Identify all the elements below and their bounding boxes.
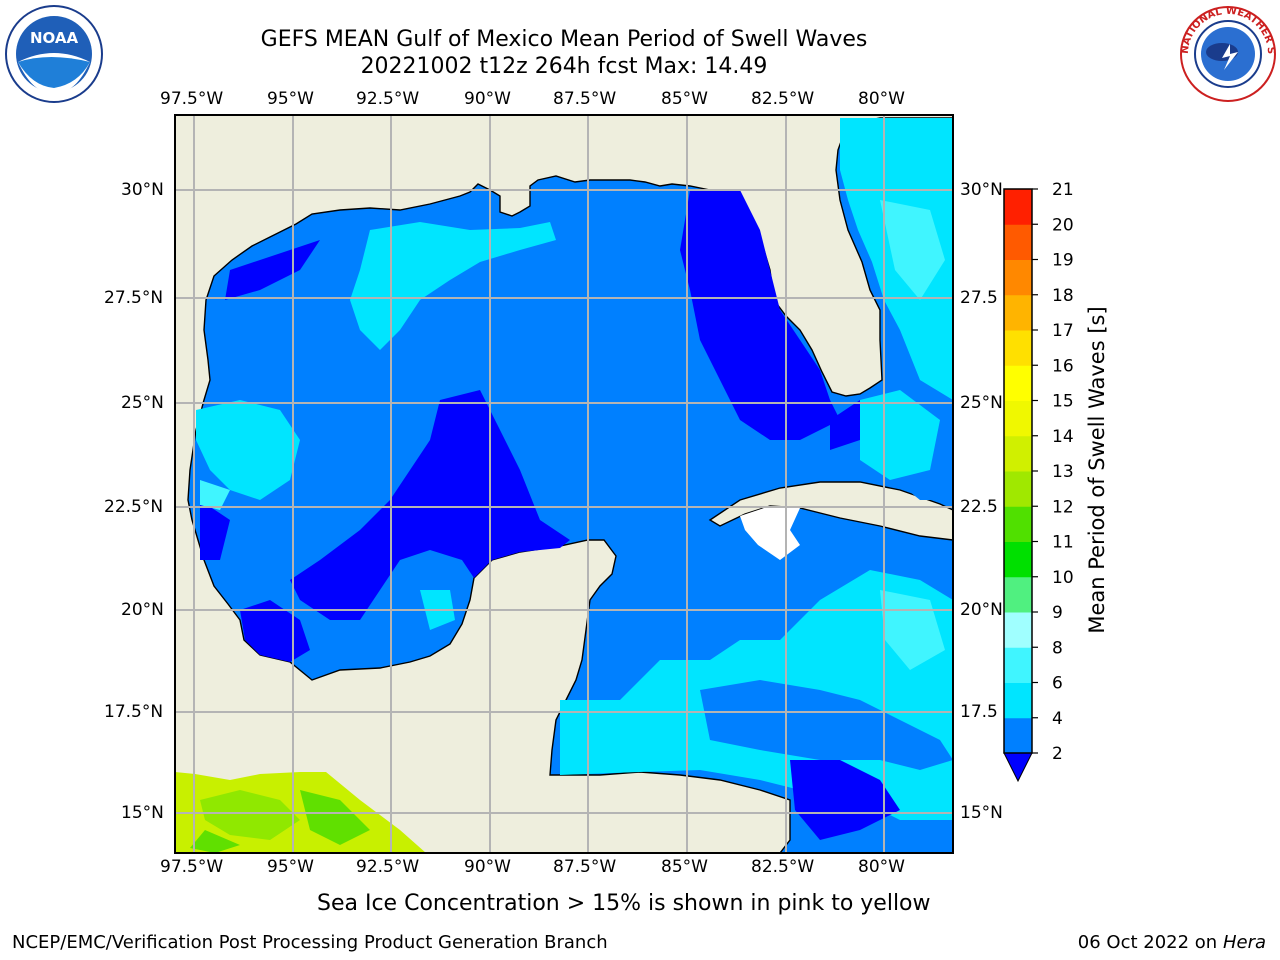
- colorbar-segment: [1004, 330, 1032, 366]
- colorbar-segment: [1004, 189, 1032, 225]
- colorbar-segment: [1004, 541, 1032, 578]
- lon-label-top: 87.5°W: [553, 89, 617, 109]
- lon-label-top: 95°W: [267, 89, 314, 109]
- colorbar-segment: [1004, 224, 1032, 260]
- colorbar-tick-label: 17: [1052, 321, 1074, 341]
- lon-label-bottom: 95°W: [267, 857, 314, 877]
- lon-label-top: 80°W: [858, 89, 905, 109]
- lon-label-bottom: 92.5°W: [356, 857, 420, 877]
- colorbar-segment: [1004, 506, 1032, 542]
- colorbar-segment: [1004, 294, 1032, 331]
- colorbar-segment: [1004, 682, 1032, 719]
- lon-label-top: 82.5°W: [751, 89, 815, 109]
- lat-label-left: 17.5°N: [104, 702, 164, 722]
- lon-label-top: 85°W: [661, 89, 708, 109]
- colorbar-tick-label: 11: [1052, 533, 1074, 553]
- lon-label-top: 92.5°W: [356, 89, 420, 109]
- noaa-logo: NOAA: [5, 5, 103, 103]
- colorbar-label: Mean Period of Swell Waves [s]: [1085, 306, 1109, 634]
- map-frame: [174, 114, 954, 854]
- lon-label-bottom: 87.5°W: [553, 857, 617, 877]
- colorbar-under-arrow: [1003, 752, 1033, 783]
- lon-label-top: 90°W: [464, 89, 511, 109]
- colorbar-segment: [1004, 576, 1032, 613]
- chart-title: GEFS MEAN Gulf of Mexico Mean Period of …: [260, 27, 868, 52]
- graticule: [175, 115, 953, 853]
- colorbar-segment: [1004, 717, 1032, 754]
- colorbar-tick-label: 18: [1052, 286, 1074, 306]
- colorbar-tick-label: 20: [1052, 215, 1074, 235]
- lat-label-right: 20°N: [960, 600, 1003, 620]
- colorbar-tick-label: 4: [1052, 709, 1063, 729]
- colorbar-tick-label: 19: [1052, 251, 1074, 271]
- lat-label-right: 15°N: [960, 803, 1003, 823]
- lat-label-right: 25°N: [960, 393, 1003, 413]
- colorbar-tick-label: 21: [1052, 180, 1074, 200]
- colorbar-tick-label: 15: [1052, 392, 1074, 412]
- lon-label-bottom: 85°W: [661, 857, 708, 877]
- colorbar-tick-label: 13: [1052, 462, 1074, 482]
- date-text: 06 Oct 2022 on: [1077, 932, 1223, 953]
- lat-label-left: 22.5°N: [104, 497, 164, 517]
- colorbar-tick-label: 6: [1052, 674, 1063, 694]
- lat-label-right: 30°N: [960, 180, 1003, 200]
- svg-text:NOAA: NOAA: [30, 29, 79, 47]
- lon-label-bottom: 97.5°W: [160, 857, 224, 877]
- colorbar-segment: [1004, 612, 1032, 648]
- lat-label-left: 20°N: [121, 600, 164, 620]
- colorbar-tick-label: 10: [1052, 568, 1074, 588]
- date-line: 06 Oct 2022 on Hera: [1078, 932, 1266, 953]
- lat-label-right: 17.5: [960, 702, 998, 722]
- colorbar: 2 4 6 8 9 10 11 12 13 14 15 16 17 18 19 20 21: [1003, 180, 1074, 783]
- lat-label-left: 30°N: [121, 180, 164, 200]
- map-plot-area: [175, 115, 953, 853]
- land-cuba: [708, 481, 953, 541]
- lat-label-left: 15°N: [121, 803, 164, 823]
- lat-label-right: 27.5: [960, 288, 998, 308]
- nws-logo: NATIONAL WEATHER SERVICE: [1178, 4, 1276, 102]
- lon-label-bottom: 90°W: [464, 857, 511, 877]
- lat-label-left: 27.5°N: [104, 288, 164, 308]
- lon-label-bottom: 82.5°W: [751, 857, 815, 877]
- colorbar-segment: [1004, 435, 1032, 472]
- colorbar-tick-label: 8: [1052, 638, 1063, 658]
- lon-label-bottom: 80°W: [858, 857, 905, 877]
- colorbar-tick-label: 12: [1052, 497, 1074, 517]
- colorbar-segment: [1004, 365, 1032, 401]
- colorbar-tick-label: 14: [1052, 427, 1074, 447]
- colorbar-segment: [1004, 647, 1032, 683]
- chart-subtitle: 20221002 t12z 264h fcst Max: 14.49: [360, 54, 768, 79]
- colorbar-segment: [1004, 400, 1032, 437]
- host-name: Hera: [1222, 932, 1266, 953]
- colorbar-segment: [1004, 259, 1032, 296]
- lat-label-right: 22.5: [960, 497, 998, 517]
- colorbar-tick-label: 16: [1052, 356, 1074, 376]
- lat-label-left: 25°N: [121, 393, 164, 413]
- lon-label-top: 97.5°W: [160, 89, 224, 109]
- colorbar-tick-label: 2: [1052, 744, 1063, 764]
- colorbar-tick-label: 9: [1052, 603, 1063, 623]
- sea-ice-note: Sea Ice Concentration > 15% is shown in …: [317, 891, 931, 916]
- colorbar-segment: [1004, 471, 1032, 507]
- credit-line: NCEP/EMC/Verification Post Processing Pr…: [12, 932, 608, 953]
